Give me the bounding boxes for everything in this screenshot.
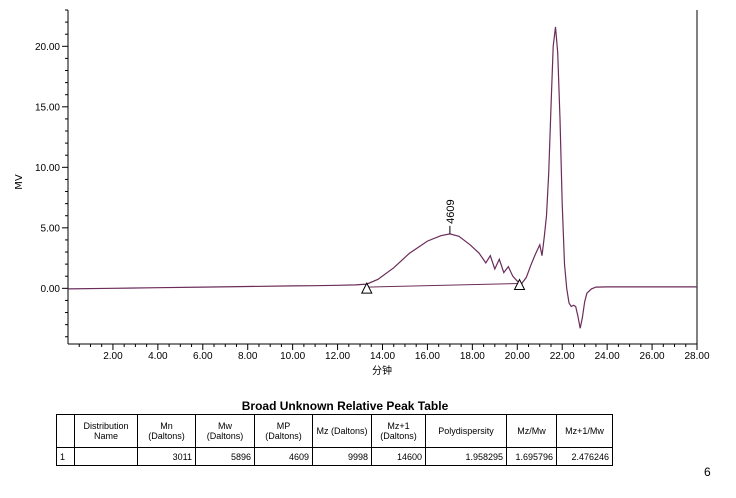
- table-cell: 2.476246: [556, 447, 613, 466]
- x-tick-label: 14.00: [370, 351, 395, 362]
- y-tick-label: 15.00: [35, 102, 60, 113]
- y-tick-label: 20.00: [35, 42, 60, 53]
- peak-marker: [513, 278, 526, 290]
- header-cell: Mz (Daltons): [312, 414, 372, 448]
- series-line: [67, 26, 697, 329]
- table-cell: 14600: [371, 447, 426, 466]
- table-cell: 3011: [137, 447, 196, 466]
- annotations: 4609: [445, 199, 457, 234]
- y-axis-label: MV: [14, 174, 25, 190]
- x-tick-label: 16.00: [415, 351, 440, 362]
- header-cell: [56, 414, 75, 448]
- table-cell: 1: [56, 447, 75, 466]
- header-cell: Mn (Daltons): [137, 414, 196, 448]
- table-header-row: Distribution Name Mn (Daltons) Mw (Dalto…: [56, 414, 613, 448]
- y-tick-label: 0.00: [41, 284, 61, 295]
- x-tick-label: 2.00: [103, 351, 123, 362]
- y-tick-label: 10.00: [35, 163, 60, 174]
- x-tick-label: 18.00: [460, 351, 485, 362]
- header-cell: Distribution Name: [74, 414, 138, 448]
- table-cell: 5896: [195, 447, 255, 466]
- header-cell: Mz+1/Mw: [556, 414, 613, 448]
- x-ticks: 2.00 4.00 6.00 8.00 10.00 12.00 14.00 16.00 18.0…: [103, 344, 710, 362]
- header-cell: Mz+1 (Daltons): [371, 414, 426, 448]
- header-cell: Mw (Daltons): [195, 414, 255, 448]
- table-cell: 1.695796: [506, 447, 557, 466]
- baseline: [366, 282, 520, 288]
- header-cell: Polydispersity: [425, 414, 507, 448]
- page-number: 6: [704, 465, 711, 479]
- table-cell: 1.958295: [425, 447, 507, 466]
- table-cell: 4609: [254, 447, 313, 466]
- table-cell: [74, 447, 138, 466]
- x-tick-label: 28.00: [684, 351, 709, 362]
- table-cell: 9998: [312, 447, 372, 466]
- table-row: 1 3011 5896 4609 9998 14600 1.958295 1.6…: [56, 447, 613, 466]
- x-tick-label: 24.00: [595, 351, 620, 362]
- x-tick-label: 6.00: [193, 351, 213, 362]
- table-title: Broad Unknown Relative Peak Table: [241, 399, 449, 413]
- peak-table: Distribution Name Mn (Daltons) Mw (Dalto…: [56, 414, 613, 466]
- peak-annotation: 4609: [445, 199, 457, 223]
- axes: [67, 10, 698, 345]
- y-ticks: 0.00 5.00 10.00 15.00 20.00: [35, 42, 68, 295]
- y-tick-label: 5.00: [41, 223, 61, 234]
- header-cell: MP (Daltons): [254, 414, 313, 448]
- x-tick-label: 4.00: [148, 351, 168, 362]
- header-cell: Mz/Mw: [506, 414, 557, 448]
- x-tick-label: 12.00: [325, 351, 350, 362]
- x-tick-label: 20.00: [505, 351, 530, 362]
- x-tick-label: 8.00: [238, 351, 258, 362]
- x-tick-label: 10.00: [280, 351, 305, 362]
- peak-markers: [360, 278, 526, 294]
- chromatogram-chart: 2.00 4.00 6.00 8.00 10.00 12.00 14.00 16.00 18.0…: [14, 9, 710, 377]
- peak-marker: [360, 282, 373, 294]
- x-tick-label: 26.00: [640, 351, 665, 362]
- minor-ticks: [65, 9, 687, 347]
- x-axis-label: 分钟: [372, 364, 392, 377]
- x-tick-label: 22.00: [550, 351, 575, 362]
